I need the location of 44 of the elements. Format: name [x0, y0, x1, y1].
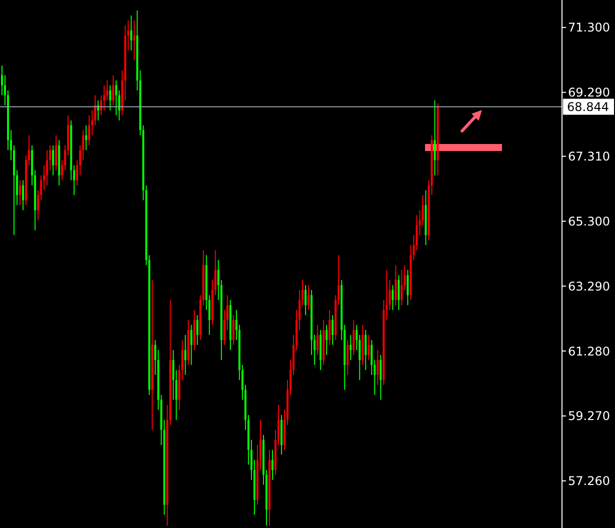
candlestick — [364, 330, 367, 371]
candlestick — [196, 314, 198, 346]
y-tick-label: 69.290 — [568, 86, 610, 100]
candlestick — [55, 134, 58, 171]
candlestick — [46, 150, 48, 186]
candlestick — [85, 124, 88, 151]
candlestick — [316, 324, 319, 356]
candlestick — [398, 274, 400, 311]
candlestick — [434, 100, 436, 176]
candlestick — [326, 324, 328, 356]
candlestick — [380, 354, 382, 400]
candlestick — [406, 269, 409, 306]
y-tick-label: 61.280 — [568, 344, 610, 358]
candlestick — [394, 264, 397, 306]
candlestick — [190, 324, 192, 366]
candlestick — [112, 74, 114, 106]
y-tick-label: 71.300 — [568, 20, 610, 35]
candlestick — [271, 449, 274, 480]
candlestick — [352, 320, 355, 356]
candlestick — [400, 269, 403, 306]
candlestick — [19, 180, 22, 206]
candlestick — [308, 284, 310, 311]
candlestick — [392, 284, 394, 311]
candlestick — [133, 20, 136, 61]
y-tick-label: 67.310 — [568, 150, 610, 164]
candlestick — [130, 15, 132, 51]
y-tick-label: 65.300 — [568, 214, 610, 228]
candlestick — [22, 180, 24, 211]
candlestick — [368, 334, 370, 361]
candlestick — [88, 114, 90, 146]
candlestick — [184, 334, 186, 376]
ref-line-label: 68.844 — [567, 100, 609, 114]
candlestick — [109, 84, 112, 111]
candlestick — [350, 334, 352, 361]
candlestick — [304, 284, 307, 316]
y-tick-label: 57.260 — [568, 474, 610, 488]
candlestick — [346, 340, 349, 376]
y-tick-label: 63.290 — [568, 279, 610, 294]
candlestick — [52, 144, 54, 176]
candlestick — [332, 314, 334, 346]
candlestick — [232, 314, 234, 346]
candlestick — [328, 310, 331, 346]
y-tick-label: 59.270 — [568, 409, 610, 424]
candlestick — [376, 350, 379, 386]
